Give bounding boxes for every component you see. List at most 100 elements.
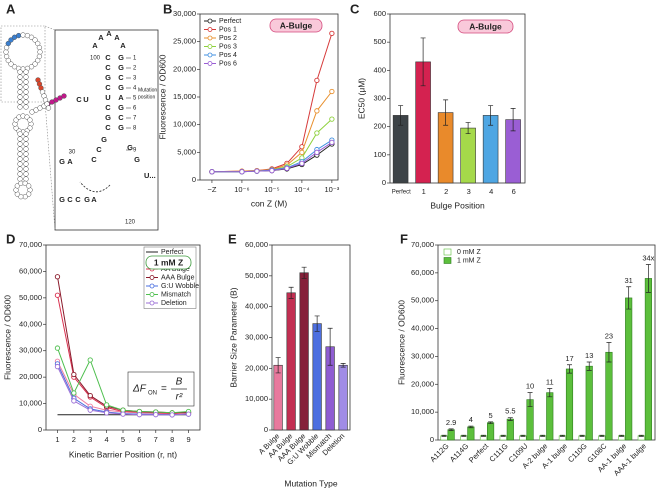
nucleotide-circle: [17, 84, 23, 90]
fold-label: 23: [605, 331, 613, 340]
x-tick-label: 2: [444, 187, 448, 196]
legend-label: 0 mM Z: [457, 249, 481, 256]
error-bar: [540, 434, 546, 437]
arrow: [79, 181, 111, 193]
badge-text: A-Bulge: [280, 20, 313, 30]
formula-num: B: [176, 377, 183, 388]
nucleotide-circle: [17, 176, 23, 182]
x-tick-label: 10⁻⁶: [234, 185, 249, 194]
bar: [460, 127, 476, 184]
nucleotide: A: [120, 41, 126, 50]
nucleotide-circle: [17, 104, 23, 110]
data-point: [87, 357, 93, 363]
x-tick-label: 3: [467, 187, 471, 196]
bar: [605, 351, 613, 441]
nucleotide-circle: [23, 141, 29, 147]
formula-sub: ON: [148, 391, 157, 397]
nucleotide-circle: [17, 69, 23, 75]
legend-marker: [207, 27, 213, 32]
y-tick-label: 200: [373, 122, 386, 131]
y-tick-label: 10,000: [245, 394, 268, 403]
error-bar: [480, 434, 486, 437]
nucleotide: G: [118, 83, 124, 92]
nucleotide: G: [134, 155, 140, 164]
fold-label: 31: [625, 276, 633, 285]
error-bar: [599, 434, 605, 437]
data-point: [299, 149, 305, 155]
legend-label: Deletion: [161, 300, 187, 307]
error-bar: [619, 434, 625, 437]
y-tick-label: 40,000: [245, 302, 268, 311]
mutation-label: position: [138, 94, 155, 100]
nucleotide-circle: [17, 79, 23, 85]
y-axis-label: Fluorescence / OD600: [157, 54, 167, 139]
y-axis-label: Fluorescence / OD600: [396, 300, 406, 385]
data-point: [120, 411, 126, 417]
legend-label: Pos 6: [219, 60, 237, 67]
plot-frame: [389, 13, 526, 184]
y-axis-label: Fluorescence / OD600: [2, 295, 12, 380]
nucleotide: A: [114, 33, 120, 42]
series-line: [211, 91, 333, 173]
data-point: [103, 410, 110, 416]
badge-text: 1 mM Z: [154, 257, 183, 267]
bar: [585, 365, 593, 441]
bar: [299, 272, 309, 431]
bar: [286, 292, 296, 431]
legend-label: AAA Bulge: [161, 274, 195, 281]
nucleotide: G: [118, 123, 124, 132]
legend-label: Perfect: [219, 18, 241, 25]
fold-label: 2.9: [446, 418, 456, 427]
y-tick-label: 0: [264, 425, 268, 434]
y-tick-label: 20,000: [173, 64, 196, 73]
data-point: [54, 363, 61, 370]
zoom-line: [44, 25, 56, 31]
legend-swatch: [443, 257, 452, 264]
error-bar: [527, 392, 533, 407]
bar: [273, 364, 283, 431]
formula-lhs: ΔF: [132, 384, 147, 395]
nucleotide-circle: [23, 99, 29, 105]
nucleotide: G: [84, 195, 90, 204]
y-tick-label: 600: [373, 9, 386, 18]
error-bar: [586, 361, 592, 371]
data-point: [329, 139, 335, 146]
data-point: [103, 402, 110, 408]
nucleotide: A: [67, 157, 73, 166]
nucleotide-circle: [23, 161, 29, 167]
nucleotide-circle: [22, 180, 28, 186]
data-point: [209, 169, 215, 175]
nucleotide-circle: [23, 94, 29, 100]
nucleotide-circle: [35, 57, 41, 64]
panel-letter: E: [228, 231, 237, 246]
error-bar: [606, 342, 612, 363]
x-tick-label: C111G: [487, 441, 509, 463]
error-bar: [327, 327, 333, 366]
fold-label: 5: [488, 411, 492, 420]
fold-label: 4: [469, 415, 473, 424]
data-point: [169, 412, 175, 418]
nucleotide-circle: [17, 131, 23, 137]
y-tick-label: 30,000: [245, 332, 268, 341]
nucleotide-circle: [8, 61, 14, 67]
fold-label: 5.5: [505, 407, 515, 416]
legend-label: Pos 4: [219, 52, 237, 59]
x-tick-label: 1: [55, 435, 59, 444]
mutation-label: Mutation: [138, 87, 157, 93]
nucleotide-circle: [14, 183, 20, 189]
panel-letter: C: [350, 1, 360, 16]
residue-number: 30: [69, 150, 76, 156]
legend-marker: [207, 52, 213, 58]
position-number: 5: [133, 96, 137, 102]
legend-marker: [149, 300, 155, 306]
error-bar: [448, 428, 454, 431]
nucleotide-circle: [17, 146, 23, 152]
nucleotide-circle: [23, 131, 29, 137]
y-tick-label: 10,000: [173, 120, 196, 129]
nucleotide: C: [105, 63, 111, 72]
data-point: [314, 77, 320, 84]
badge-text: A-Bulge: [469, 21, 502, 31]
formula-den: r²: [176, 392, 183, 403]
error-bar: [314, 315, 320, 332]
